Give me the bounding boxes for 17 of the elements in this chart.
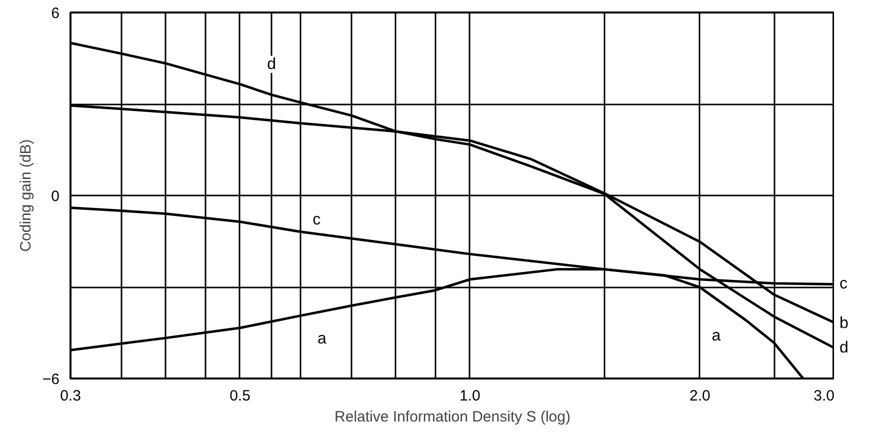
x-tick-label: 0.3: [60, 388, 81, 404]
x-axis-title: Relative Information Density S (log): [334, 408, 570, 426]
annotation: c: [840, 275, 848, 292]
y-tick-label: 0: [51, 188, 60, 205]
annotation: b: [840, 315, 848, 332]
annotation: a: [317, 330, 326, 348]
y-tick-label: 6: [51, 5, 60, 22]
x-tick-label: 3.0: [814, 388, 835, 404]
annotation: a: [712, 327, 721, 344]
x-tick-label: 2.0: [690, 388, 710, 404]
x-tick-label: 0.5: [230, 388, 250, 404]
x-tick-label: 1.0: [460, 388, 480, 404]
y-tick-label: −6: [42, 371, 60, 388]
y-axis-title: Coding gain (dB): [17, 139, 34, 252]
annotation: c: [312, 211, 321, 228]
annotation: d: [840, 340, 848, 356]
annotation: d: [267, 56, 276, 73]
